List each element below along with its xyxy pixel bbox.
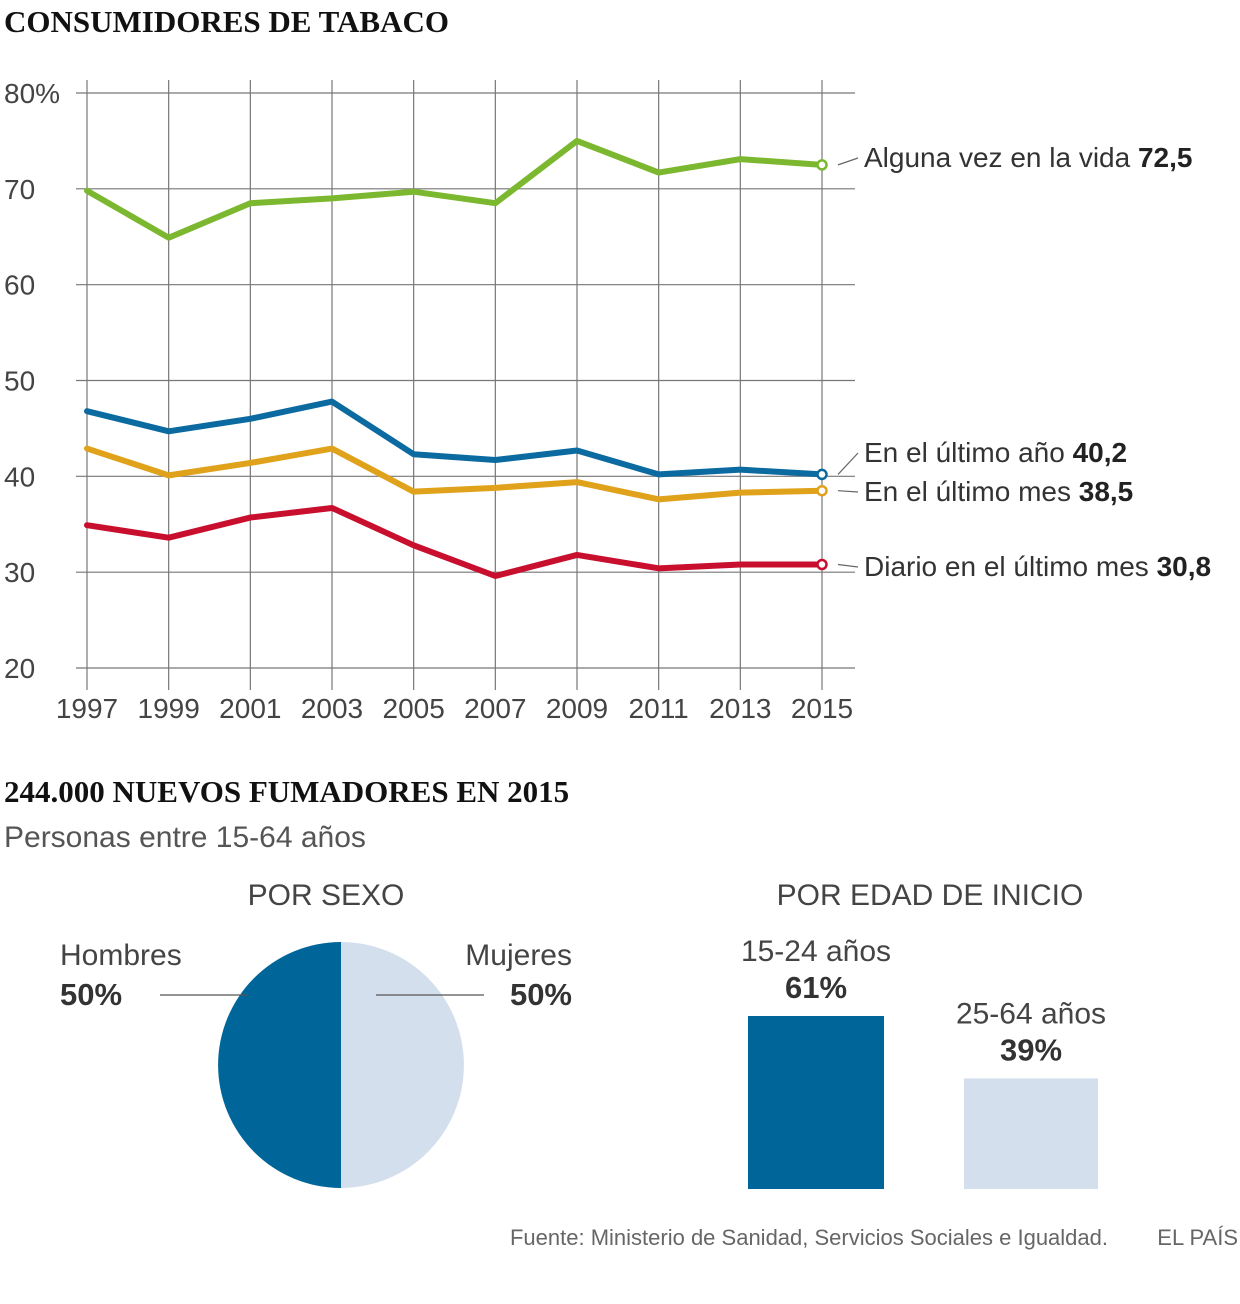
pie-chart: Hombres 50% Mujeres 50% [60, 939, 572, 1188]
series-leader [837, 563, 859, 568]
series-label: En el último mes 38,5 [864, 476, 1133, 507]
pie-value-label: 50% [60, 977, 122, 1012]
line-chart-ticks: 80% 70 60 50 40 30 20 1997 1999 2001 2003 2005 2007 2… [4, 78, 853, 724]
pie-title: POR SEXO [248, 879, 405, 912]
y-tick-label: 60 [4, 270, 35, 301]
y-tick-label: 50 [4, 366, 35, 397]
bar-category-label: 25-64 años [956, 997, 1106, 1030]
y-tick-label: 70 [4, 174, 35, 205]
section2-subtitle: Personas entre 15-64 años [4, 821, 366, 854]
line-chart-labels: Alguna vez en la vida 72,5 En el último a… [837, 142, 1211, 582]
series-leader [837, 157, 859, 166]
line-chart-title: CONSUMIDORES DE TABACO [4, 4, 449, 39]
series-label: Alguna vez en la vida 72,5 [864, 142, 1192, 173]
source-note: Fuente: Ministerio de Sanidad, Servicios… [510, 1225, 1108, 1250]
series-line [84, 504, 825, 579]
y-tick-label: 40 [4, 461, 35, 492]
bar-value-label: 39% [1000, 1032, 1062, 1067]
x-tick-label: 2007 [464, 693, 526, 724]
pie-slice [341, 942, 464, 1188]
series-end-marker [816, 484, 828, 497]
line-chart-grid [76, 80, 855, 690]
x-tick-label: 2001 [219, 693, 281, 724]
series-label: En el último año 40,2 [864, 437, 1127, 468]
x-tick-label: 2013 [709, 693, 771, 724]
brand-label: EL PAÍS [1157, 1225, 1238, 1250]
line-chart-series [84, 137, 828, 579]
series-leader [837, 490, 859, 493]
x-tick-label: 2009 [546, 693, 608, 724]
bar-value-label: 61% [785, 970, 847, 1005]
series-end-marker [816, 159, 828, 171]
pie-slice [218, 942, 341, 1188]
y-tick-label: 80% [4, 78, 60, 109]
pie-label: Hombres [60, 939, 182, 972]
section2-title: 244.000 NUEVOS FUMADORES EN 2015 [4, 774, 569, 809]
bar-chart: 61%15-24 años 39%25-64 años [741, 935, 1106, 1189]
series-line [84, 398, 825, 478]
x-tick-label: 2011 [629, 693, 689, 724]
series-label: Diario en el último mes 30,8 [864, 551, 1211, 582]
bar-title: POR EDAD DE INICIO [777, 879, 1084, 912]
x-tick-label: 2015 [791, 693, 853, 724]
bar-category-label: 15-24 años [741, 935, 891, 968]
x-tick-label: 2005 [383, 693, 445, 724]
bar [964, 1078, 1098, 1189]
x-tick-label: 1999 [138, 693, 200, 724]
series-line [84, 137, 825, 241]
series-leader [837, 452, 859, 475]
series-line [84, 445, 825, 503]
pie-value-label: 50% [510, 977, 572, 1012]
series-end-marker [816, 558, 828, 571]
y-tick-label: 20 [4, 653, 35, 684]
y-tick-label: 30 [4, 557, 35, 588]
pie-label: Mujeres [465, 939, 572, 972]
series-end-marker [816, 468, 828, 481]
x-tick-label: 2003 [301, 693, 363, 724]
bar [748, 1016, 884, 1189]
x-tick-label: 1997 [56, 693, 118, 724]
